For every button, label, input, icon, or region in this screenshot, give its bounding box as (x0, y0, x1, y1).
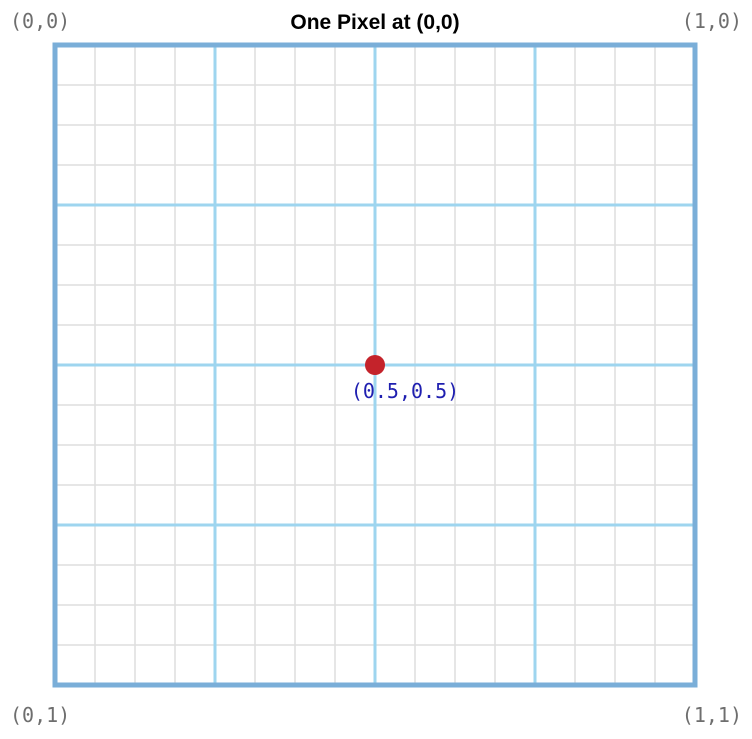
corner-label: (0,1) (10, 703, 70, 727)
corner-label: (0,0) (10, 9, 70, 33)
center-point (365, 355, 385, 375)
pixel-border (52, 42, 698, 688)
title: One Pixel at (0,0) (290, 11, 459, 34)
corner-label: (1,0) (682, 9, 742, 33)
corner-label: (1,1) (682, 703, 742, 727)
center-label: (0.5,0.5) (351, 379, 459, 403)
